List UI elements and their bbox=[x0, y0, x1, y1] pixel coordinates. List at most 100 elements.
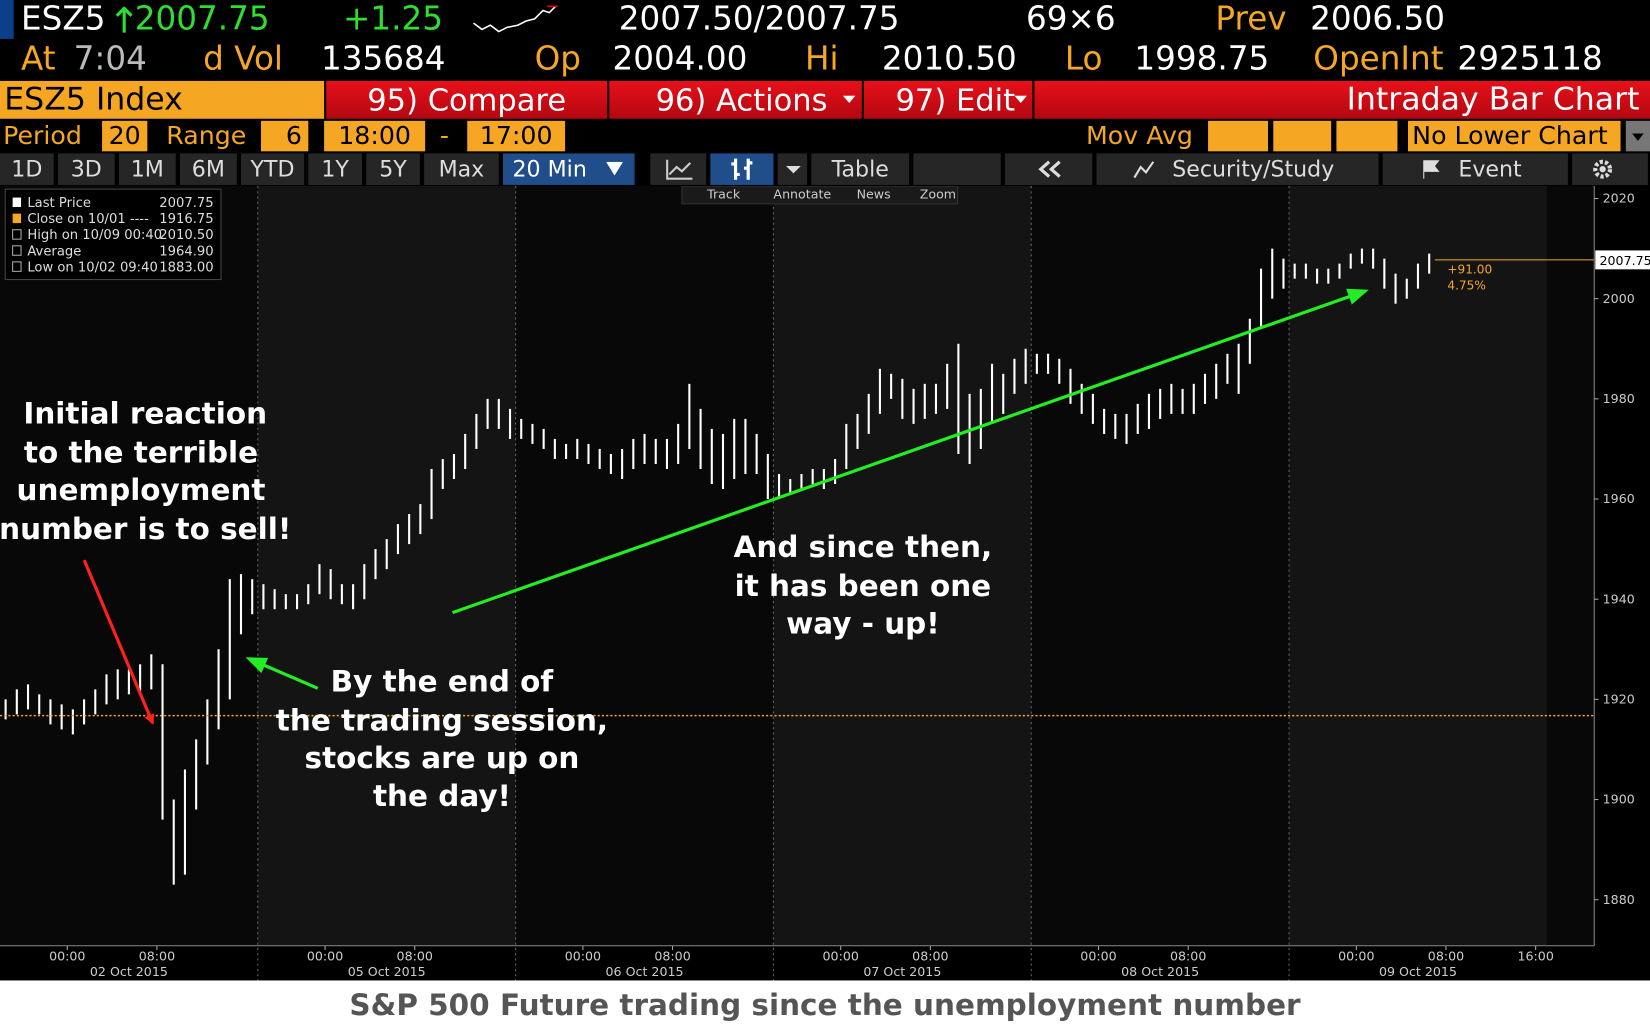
mov-avg-field[interactable] bbox=[1273, 120, 1332, 152]
legend-value: 2010.50 bbox=[159, 228, 213, 243]
line-chart-button[interactable] bbox=[650, 153, 709, 185]
interval-label: 20 Min bbox=[512, 156, 587, 182]
range-tab[interactable]: 1D bbox=[0, 153, 56, 185]
open: 2004.00 bbox=[612, 39, 748, 78]
range-tab[interactable]: 1Y bbox=[308, 153, 365, 185]
y-tick-label: 1980 bbox=[1603, 391, 1635, 406]
legend-value: 1916.75 bbox=[159, 212, 213, 227]
dropdown-icon bbox=[1632, 133, 1644, 141]
annotation: Initial reaction to the terrible unemplo… bbox=[0, 397, 992, 813]
range-tab[interactable]: 6M bbox=[179, 153, 239, 185]
range-label: Range bbox=[166, 120, 247, 151]
chart-type-dropdown[interactable] bbox=[777, 153, 810, 185]
y-tick-label: 1900 bbox=[1603, 792, 1635, 807]
actions-label: 96) Actions bbox=[655, 81, 828, 118]
legend: Last Price 2007.75 Close on 10/01 ---- 1916… bbox=[4, 188, 222, 281]
y-tick-label: 1880 bbox=[1603, 892, 1635, 907]
annotation-arrows bbox=[82, 288, 1369, 725]
track-tool[interactable]: Track bbox=[706, 187, 741, 202]
x-tick-label: 08:00 bbox=[139, 949, 175, 964]
mov-avg-field[interactable] bbox=[1336, 120, 1398, 152]
bar-chart-button[interactable] bbox=[710, 153, 776, 185]
period-label: Period bbox=[3, 120, 82, 151]
net-change: +1.25 bbox=[343, 0, 444, 38]
change-pct-label: 4.75% bbox=[1447, 278, 1485, 292]
interval-dropdown[interactable]: 20 Min bbox=[502, 153, 637, 185]
high: 2010.50 bbox=[881, 39, 1017, 78]
dropdown-icon bbox=[786, 166, 801, 174]
actions-button[interactable]: 96) Actions bbox=[609, 80, 862, 119]
annotation-text: way - up! bbox=[786, 607, 940, 641]
range-tab[interactable]: YTD bbox=[240, 153, 307, 185]
start-time-field[interactable]: 18:00 bbox=[324, 120, 426, 152]
lower-chart-dropdown[interactable] bbox=[1625, 120, 1650, 152]
x-date-label: 09 Oct 2015 bbox=[1379, 964, 1457, 979]
plot-background bbox=[0, 186, 1595, 981]
x-tick-label: 00:00 bbox=[1338, 949, 1374, 964]
collapse-button[interactable] bbox=[1004, 153, 1095, 185]
zoom-tool[interactable]: Zoom bbox=[920, 187, 956, 202]
range-tab[interactable]: 1M bbox=[118, 153, 178, 185]
annotation-text: the trading session, bbox=[276, 703, 608, 737]
period-field[interactable]: 20 bbox=[102, 120, 148, 152]
x-date-label: 07 Oct 2015 bbox=[863, 964, 941, 979]
bid-ask-size: 69×6 bbox=[1025, 0, 1116, 38]
low-label: Lo bbox=[1064, 39, 1103, 78]
mov-avg-field[interactable] bbox=[1208, 120, 1269, 152]
last-price-tag-label: 2007.75 bbox=[1599, 253, 1650, 268]
settings-button[interactable] bbox=[1572, 153, 1650, 185]
range-tab[interactable]: Max bbox=[424, 153, 501, 185]
legend-label: Close on 10/01 ---- bbox=[27, 212, 149, 227]
annotation-text: number is to sell! bbox=[0, 512, 291, 546]
x-date-label: 05 Oct 2015 bbox=[348, 964, 426, 979]
table-button[interactable]: Table bbox=[811, 153, 912, 185]
legend-value: 1964.90 bbox=[159, 244, 213, 259]
range-tab[interactable]: 3D bbox=[57, 153, 117, 185]
news-tool[interactable]: News bbox=[857, 187, 891, 202]
annotation-text: stocks are up on bbox=[305, 741, 580, 775]
study-icon bbox=[1133, 161, 1155, 179]
open-label: Op bbox=[534, 39, 581, 78]
x-tick-label: 08:00 bbox=[654, 949, 690, 964]
x-tick-label: 08:00 bbox=[912, 949, 948, 964]
x-date-label: 08 Oct 2015 bbox=[1121, 964, 1199, 979]
security-field[interactable]: ESZ5 Index bbox=[0, 80, 325, 119]
ticker: ESZ5 bbox=[21, 0, 106, 38]
end-time-field[interactable]: 17:00 bbox=[467, 120, 566, 152]
event-button[interactable]: Event bbox=[1382, 153, 1571, 185]
change-label: +91.00 bbox=[1447, 263, 1492, 277]
annotation-text: Initial reaction bbox=[23, 397, 267, 431]
annotation-text: By the end of bbox=[331, 664, 555, 698]
dropdown-icon bbox=[606, 161, 623, 176]
security-study-button[interactable]: Security/Study bbox=[1096, 153, 1381, 185]
edit-label: 97) Edit bbox=[895, 81, 1016, 118]
session-shade bbox=[773, 186, 1032, 946]
legend-box bbox=[4, 188, 222, 281]
legend-swatch bbox=[12, 261, 22, 272]
x-date-label: 06 Oct 2015 bbox=[606, 964, 684, 979]
edit-button[interactable]: 97) Edit bbox=[863, 80, 1033, 119]
x-tick-label: 08:00 bbox=[397, 949, 433, 964]
toolbar-spacer bbox=[913, 153, 1003, 185]
session-shade bbox=[1289, 186, 1547, 946]
annotate-tool[interactable]: Annotate bbox=[773, 187, 831, 202]
range-tab[interactable]: 5Y bbox=[366, 153, 422, 185]
prev-label: Prev bbox=[1215, 0, 1287, 38]
sparkline bbox=[473, 5, 558, 33]
range-field[interactable]: 6 bbox=[260, 120, 309, 152]
legend-swatch bbox=[12, 245, 22, 256]
security-study-label: Security/Study bbox=[1172, 156, 1335, 182]
y-tick-label: 2020 bbox=[1603, 191, 1635, 206]
volume: 135684 bbox=[320, 39, 446, 78]
x-tick-label: 00:00 bbox=[307, 949, 343, 964]
lower-chart-field[interactable]: No Lower Chart bbox=[1407, 120, 1621, 152]
compare-button[interactable]: 95) Compare bbox=[326, 80, 608, 119]
annotation-arrow bbox=[82, 559, 155, 725]
caption: S&P 500 Future trading since the unemplo… bbox=[0, 980, 1650, 1033]
bid-ask: 2007.50/2007.75 bbox=[618, 0, 900, 38]
last-price-tag bbox=[1595, 250, 1650, 270]
legend-label: Last Price bbox=[27, 196, 91, 211]
legend-swatch bbox=[12, 197, 22, 208]
y-axis-panel bbox=[1594, 186, 1650, 981]
